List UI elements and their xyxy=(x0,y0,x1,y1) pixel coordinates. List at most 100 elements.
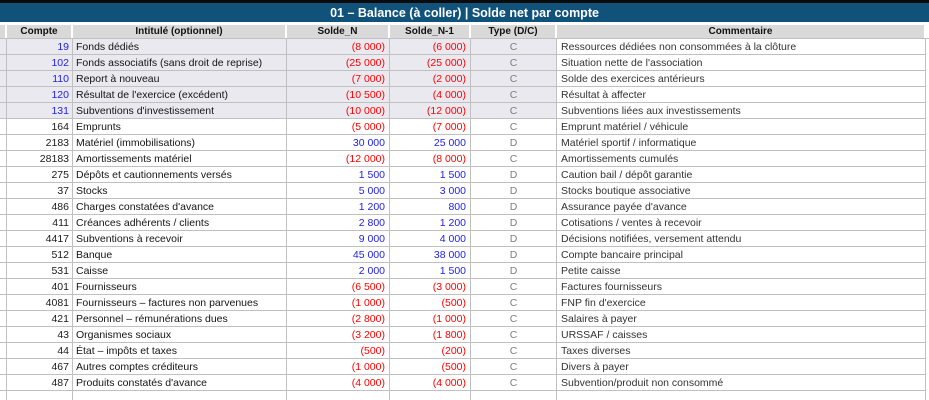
cell-intitule[interactable] xyxy=(73,391,287,400)
cell-type[interactable]: D xyxy=(471,263,557,279)
cell-commentaire[interactable]: Taxes diverses xyxy=(557,343,926,359)
table-row[interactable]: 19 Fonds dédiés (8 000) (6 000) C Ressou… xyxy=(0,39,929,55)
cell-solde-n[interactable] xyxy=(287,391,390,400)
cell-intitule[interactable]: Report à nouveau xyxy=(73,71,287,87)
cell-solde-n[interactable]: (10 000) xyxy=(287,103,390,119)
cell-solde-n1[interactable]: (200) xyxy=(390,343,471,359)
cell-solde-n1[interactable]: 3 000 xyxy=(390,183,471,199)
cell-commentaire[interactable]: Amortissements cumulés xyxy=(557,151,926,167)
cell-intitule[interactable]: Subventions d'investissement xyxy=(73,103,287,119)
cell-compte[interactable]: 28183 xyxy=(7,151,73,167)
cell-compte[interactable]: 37 xyxy=(7,183,73,199)
cell-intitule[interactable]: Personnel – rémunérations dues xyxy=(73,311,287,327)
cell-compte[interactable]: 512 xyxy=(7,247,73,263)
cell-compte[interactable]: 19 xyxy=(7,39,73,55)
cell-commentaire[interactable]: Assurance payée d'avance xyxy=(557,199,926,215)
table-row[interactable]: 37 Stocks 5 000 3 000 D Stocks boutique … xyxy=(0,183,929,199)
cell-type[interactable]: D xyxy=(471,231,557,247)
cell-solde-n[interactable]: 2 800 xyxy=(287,215,390,231)
cell-type[interactable]: D xyxy=(471,247,557,263)
table-row[interactable]: 467 Autres comptes créditeurs (1 000) (5… xyxy=(0,359,929,375)
cell-solde-n1[interactable]: (2 000) xyxy=(390,71,471,87)
cell-solde-n[interactable]: (1 000) xyxy=(287,295,390,311)
cell-compte[interactable]: 4417 xyxy=(7,231,73,247)
cell-commentaire[interactable]: Emprunt matériel / véhicule xyxy=(557,119,926,135)
cell-commentaire[interactable]: Décisions notifiées, versement attendu xyxy=(557,231,926,247)
cell-type[interactable]: C xyxy=(471,343,557,359)
cell-commentaire[interactable]: Subvention/produit non consommé xyxy=(557,375,926,391)
table-row[interactable] xyxy=(0,391,929,400)
cell-solde-n1[interactable]: (4 000) xyxy=(390,375,471,391)
cell-type[interactable]: C xyxy=(471,295,557,311)
cell-compte[interactable]: 467 xyxy=(7,359,73,375)
cell-commentaire[interactable]: Solde des exercices antérieurs xyxy=(557,71,926,87)
cell-solde-n[interactable]: (7 000) xyxy=(287,71,390,87)
cell-solde-n1[interactable]: 1 200 xyxy=(390,215,471,231)
cell-type[interactable]: D xyxy=(471,183,557,199)
cell-commentaire[interactable]: FNP fin d'exercice xyxy=(557,295,926,311)
cell-intitule[interactable]: Organismes sociaux xyxy=(73,327,287,343)
cell-commentaire[interactable]: Matériel sportif / informatique xyxy=(557,135,926,151)
cell-solde-n1[interactable]: (7 000) xyxy=(390,119,471,135)
cell-type[interactable]: D xyxy=(471,135,557,151)
cell-compte[interactable]: 411 xyxy=(7,215,73,231)
cell-solde-n[interactable]: 2 000 xyxy=(287,263,390,279)
cell-compte[interactable]: 43 xyxy=(7,327,73,343)
cell-solde-n1[interactable]: 38 000 xyxy=(390,247,471,263)
cell-type[interactable]: C xyxy=(471,87,557,103)
cell-commentaire[interactable]: Factures fournisseurs xyxy=(557,279,926,295)
cell-commentaire[interactable]: Caution bail / dépôt garantie xyxy=(557,167,926,183)
header-type[interactable]: Type (D/C) xyxy=(471,25,557,38)
cell-type[interactable]: C xyxy=(471,327,557,343)
table-row[interactable]: 164 Emprunts (5 000) (7 000) C Emprunt m… xyxy=(0,119,929,135)
table-row[interactable]: 486 Charges constatées d'avance 1 200 80… xyxy=(0,199,929,215)
cell-solde-n1[interactable]: (1 800) xyxy=(390,327,471,343)
cell-commentaire[interactable]: Ressources dédiées non consommées à la c… xyxy=(557,39,926,55)
cell-solde-n[interactable]: (1 000) xyxy=(287,359,390,375)
cell-commentaire[interactable]: Résultat à affecter xyxy=(557,87,926,103)
cell-type[interactable]: C xyxy=(471,119,557,135)
cell-solde-n[interactable]: 30 000 xyxy=(287,135,390,151)
cell-compte[interactable]: 2183 xyxy=(7,135,73,151)
cell-commentaire[interactable]: Subventions liées aux investissements xyxy=(557,103,926,119)
cell-commentaire[interactable]: Stocks boutique associative xyxy=(557,183,926,199)
header-intitule[interactable]: Intitulé (optionnel) xyxy=(73,25,287,38)
cell-solde-n1[interactable] xyxy=(390,391,471,400)
cell-solde-n[interactable]: 5 000 xyxy=(287,183,390,199)
cell-compte[interactable]: 110 xyxy=(7,71,73,87)
cell-intitule[interactable]: Stocks xyxy=(73,183,287,199)
cell-solde-n1[interactable]: 800 xyxy=(390,199,471,215)
cell-intitule[interactable]: Autres comptes créditeurs xyxy=(73,359,287,375)
cell-commentaire[interactable]: Situation nette de l'association xyxy=(557,55,926,71)
cell-intitule[interactable]: Fonds dédiés xyxy=(73,39,287,55)
cell-type[interactable]: D xyxy=(471,215,557,231)
table-row[interactable]: 4081 Fournisseurs – factures non parvenu… xyxy=(0,295,929,311)
cell-type[interactable]: C xyxy=(471,359,557,375)
cell-solde-n1[interactable]: (1 000) xyxy=(390,311,471,327)
cell-solde-n1[interactable]: (500) xyxy=(390,359,471,375)
table-row[interactable]: 131 Subventions d'investissement (10 000… xyxy=(0,103,929,119)
cell-solde-n1[interactable]: (3 000) xyxy=(390,279,471,295)
cell-commentaire[interactable]: Salaires à payer xyxy=(557,311,926,327)
cell-intitule[interactable]: Créances adhérents / clients xyxy=(73,215,287,231)
cell-compte[interactable]: 487 xyxy=(7,375,73,391)
cell-solde-n1[interactable]: 1 500 xyxy=(390,167,471,183)
cell-type[interactable]: C xyxy=(471,39,557,55)
cell-solde-n[interactable]: (25 000) xyxy=(287,55,390,71)
cell-solde-n[interactable]: (3 200) xyxy=(287,327,390,343)
header-solde-n1[interactable]: Solde_N-1 xyxy=(390,25,471,38)
cell-solde-n[interactable]: (500) xyxy=(287,343,390,359)
cell-type[interactable]: C xyxy=(471,71,557,87)
cell-solde-n[interactable]: (5 000) xyxy=(287,119,390,135)
cell-commentaire[interactable]: Divers à payer xyxy=(557,359,926,375)
cell-solde-n1[interactable]: (12 000) xyxy=(390,103,471,119)
table-row[interactable]: 421 Personnel – rémunérations dues (2 80… xyxy=(0,311,929,327)
cell-commentaire[interactable]: Cotisations / ventes à recevoir xyxy=(557,215,926,231)
cell-solde-n1[interactable]: 4 000 xyxy=(390,231,471,247)
cell-intitule[interactable]: Caisse xyxy=(73,263,287,279)
cell-intitule[interactable]: Matériel (immobilisations) xyxy=(73,135,287,151)
cell-compte[interactable]: 102 xyxy=(7,55,73,71)
table-row[interactable]: 4417 Subventions à recevoir 9 000 4 000 … xyxy=(0,231,929,247)
cell-intitule[interactable]: Dépôts et cautionnements versés xyxy=(73,167,287,183)
cell-compte[interactable] xyxy=(7,391,73,400)
